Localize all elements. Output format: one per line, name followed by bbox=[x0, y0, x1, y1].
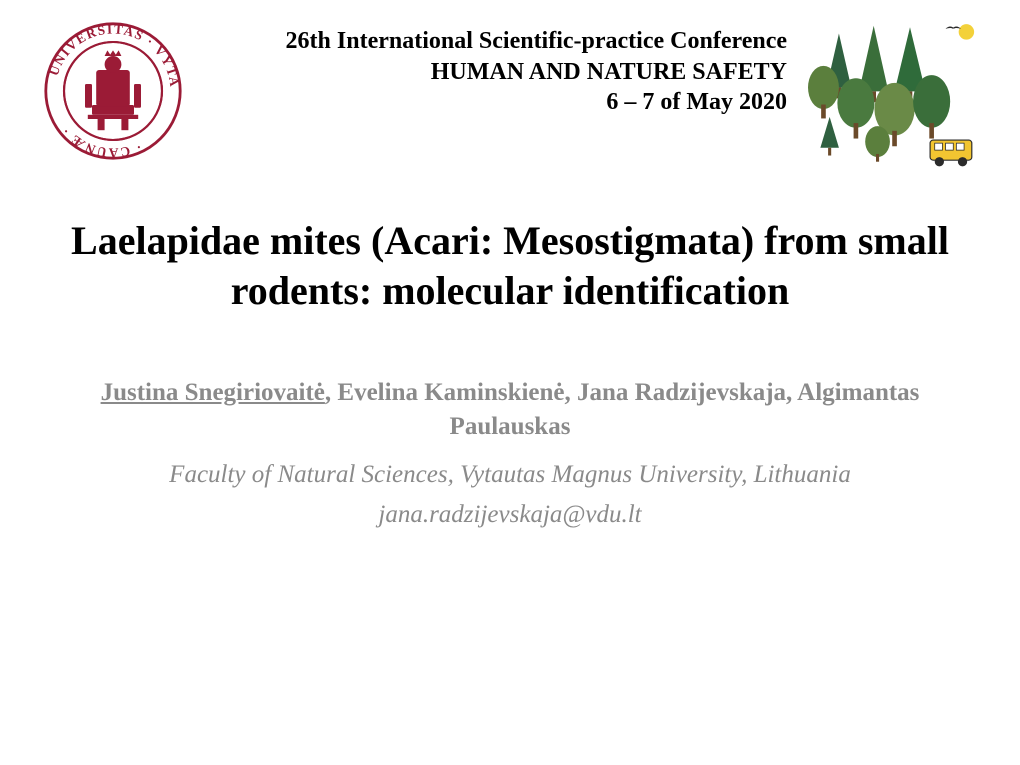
forest-icon bbox=[808, 18, 978, 173]
slide: UNIVERSITAS · VYTAUTI · MAGNI · CAUNÆ · bbox=[0, 0, 1020, 765]
contact-email: jana.radzijevskaja@vdu.lt bbox=[40, 501, 980, 529]
conference-line-3: 6 – 7 of May 2020 bbox=[185, 87, 787, 118]
bus-icon bbox=[930, 140, 972, 166]
authors-line: Justina Snegiriovaitė, Evelina Kaminskie… bbox=[40, 376, 980, 444]
forest-illustration bbox=[805, 18, 980, 178]
conference-line-1: 26th International Scientific-practice C… bbox=[185, 26, 787, 57]
affiliation: Faculty of Natural Sciences, Vytautas Ma… bbox=[40, 458, 980, 492]
conference-info: 26th International Scientific-practice C… bbox=[185, 18, 805, 118]
conference-line-2: HUMAN AND NATURE SAFETY bbox=[185, 57, 787, 88]
lead-author: Justina Snegiriovaitė bbox=[101, 379, 325, 406]
title-block: Laelapidae mites (Acari: Mesostigmata) f… bbox=[40, 216, 980, 316]
presentation-title: Laelapidae mites (Acari: Mesostigmata) f… bbox=[40, 216, 980, 316]
university-seal: UNIVERSITAS · VYTAUTI · MAGNI · CAUNÆ · bbox=[40, 18, 185, 163]
authors-block: Justina Snegiriovaitė, Evelina Kaminskie… bbox=[40, 376, 980, 529]
seal-icon: UNIVERSITAS · VYTAUTI · MAGNI · CAUNÆ · bbox=[43, 21, 183, 161]
co-authors: , Evelina Kaminskienė, Jana Radzijevskaj… bbox=[325, 379, 920, 440]
header-row: UNIVERSITAS · VYTAUTI · MAGNI · CAUNÆ · bbox=[40, 18, 980, 178]
